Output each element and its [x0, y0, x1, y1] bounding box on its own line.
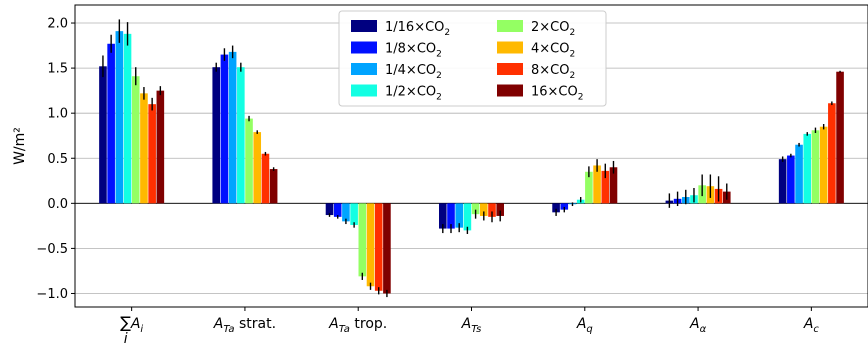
x-tick-label: ATa strat.: [213, 316, 276, 335]
bar: [228, 51, 237, 204]
legend-swatch: [351, 63, 377, 75]
bar: [811, 130, 820, 204]
legend-box: [338, 10, 607, 107]
bar: [795, 144, 803, 204]
x-tick-label: Ac: [803, 316, 820, 335]
legend-label: 1/4×CO2: [385, 63, 442, 81]
legend-swatch: [497, 20, 523, 32]
bar: [463, 203, 472, 231]
bar: [245, 118, 253, 204]
bar: [342, 203, 350, 222]
bar: [220, 54, 229, 204]
bar: [383, 203, 391, 294]
bar: [819, 126, 828, 204]
bar: [828, 103, 836, 204]
bar: [212, 67, 221, 204]
legend-label: 16×CO2: [531, 85, 583, 103]
legend-label: 1/2×CO2: [385, 85, 442, 103]
x-tick-label: ∑Ai: [120, 313, 143, 335]
x-axis-ticks: ∑Aii ATa strat. ATa trop. ATs Aq Aα Ac: [120, 307, 819, 345]
bar: [439, 203, 447, 229]
bar: [350, 203, 358, 225]
legend-swatch: [497, 84, 523, 97]
legend: 1/16×CO2 1/8×CO2 1/4×CO2 1/2×CO2 2×CO2 4×CO2 8…: [338, 10, 607, 107]
bar: [131, 76, 140, 204]
error-bars: [102, 19, 841, 298]
legend-label: 1/8×CO2: [385, 42, 442, 60]
y-axis-ticks: −1.0 −0.5 0.0 0.5 1.0 1.5 2.0: [36, 17, 75, 302]
y-tick-label: 1.5: [47, 62, 68, 77]
bar: [107, 43, 115, 204]
bar: [496, 203, 504, 216]
legend-swatch: [351, 41, 377, 54]
x-tick-label: Aα: [689, 316, 707, 335]
y-tick-label: 2.0: [47, 17, 68, 32]
legend-label: 4×CO2: [531, 42, 575, 60]
x-tick-label: Aq: [576, 316, 593, 335]
bar: [455, 203, 463, 228]
bar: [585, 171, 593, 204]
bar: [601, 170, 610, 204]
bar: [552, 203, 560, 213]
bar: [593, 165, 601, 204]
y-tick-label: −0.5: [36, 242, 68, 257]
legend-label: 2×CO2: [531, 20, 575, 38]
bar: [471, 203, 480, 215]
bar: [560, 203, 569, 210]
x-tick-label-below: i: [124, 331, 128, 345]
x-tick-label: ATs: [461, 316, 482, 335]
legend-swatch: [351, 84, 377, 97]
bar: [261, 153, 270, 204]
y-tick-label: 0.5: [47, 152, 68, 167]
bar: [123, 33, 132, 204]
bar: [237, 67, 245, 204]
y-axis-label: W/m²: [12, 127, 28, 165]
bar: [148, 104, 156, 204]
y-tick-label: −1.0: [36, 287, 68, 302]
bar: [253, 132, 262, 204]
legend-swatch: [497, 41, 523, 54]
bar: [140, 93, 148, 204]
y-tick-label: 1.0: [47, 107, 68, 122]
bar: [488, 203, 496, 217]
bar: [366, 203, 375, 287]
legend-label: 8×CO2: [531, 63, 575, 81]
bar: [333, 203, 342, 217]
bar: [115, 31, 124, 204]
x-tick-label: ATa trop.: [328, 316, 387, 335]
bar: [836, 71, 844, 204]
bar: [325, 203, 334, 216]
bar: [358, 203, 367, 277]
bar: [778, 159, 787, 204]
bar: [156, 90, 165, 204]
bar: [269, 169, 278, 204]
bar: [99, 66, 107, 204]
bar: [374, 203, 383, 291]
legend-swatch: [497, 63, 523, 75]
bar: [447, 203, 455, 229]
bar: [787, 155, 795, 204]
legend-label: 1/16×CO2: [385, 20, 450, 38]
y-tick-label: 0.0: [47, 197, 68, 212]
legend-swatch: [351, 20, 377, 32]
bar: [609, 167, 618, 204]
bar: [803, 133, 812, 204]
bar: [480, 203, 488, 216]
